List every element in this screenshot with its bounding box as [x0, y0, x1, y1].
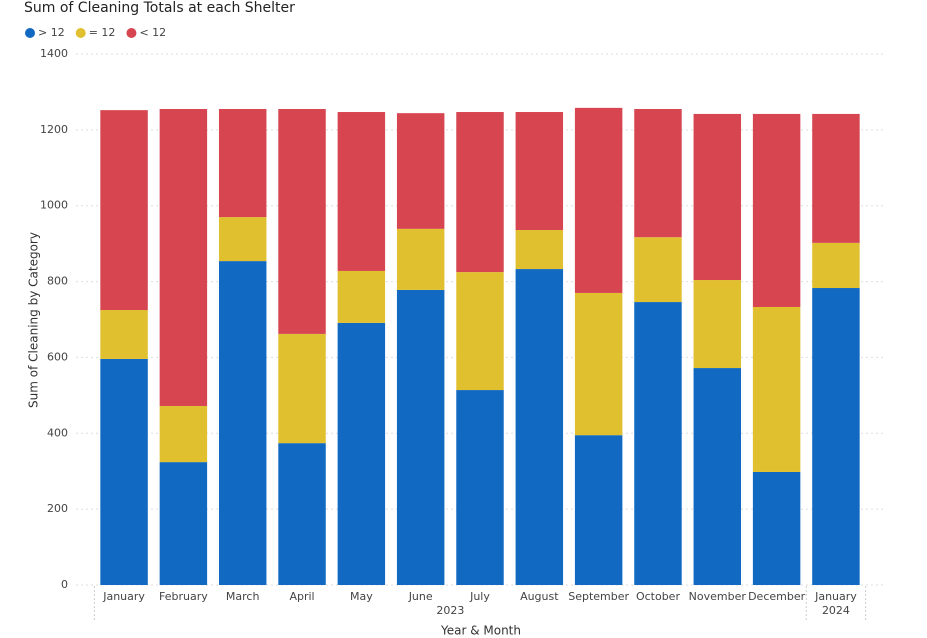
x-tick-label: January — [814, 590, 857, 603]
bar-segment — [159, 108, 208, 406]
legend-marker — [75, 28, 86, 38]
bar-segment — [693, 368, 742, 585]
y-axis-title: Sum of Cleaning by Category — [27, 232, 41, 408]
x-tick-label: September — [568, 590, 629, 603]
bar-segment — [812, 288, 860, 585]
bar-segment — [100, 310, 148, 359]
bar-segment — [337, 270, 386, 323]
x-tick-label: June — [408, 590, 433, 603]
bar-segment — [515, 269, 564, 585]
legend-label: < 12 — [139, 26, 166, 39]
y-tick-label: 1200 — [40, 123, 68, 136]
bar-segment — [159, 462, 208, 585]
chart-title: Sum of Cleaning Totals at each Shelter — [24, 0, 295, 16]
bar-segment — [634, 302, 682, 585]
bar-segment — [456, 112, 504, 273]
bar-segment — [752, 471, 801, 585]
y-tick-label: 1000 — [40, 199, 68, 212]
y-tick-label: 800 — [47, 275, 68, 288]
bar-segment — [456, 390, 504, 585]
bar-segment — [100, 110, 148, 311]
bar-segment — [693, 280, 742, 369]
x-tick-label: October — [636, 590, 680, 603]
bar-segment — [574, 107, 623, 293]
bar-segment — [218, 217, 267, 262]
bar-segment — [159, 405, 208, 463]
bar-segment — [218, 108, 267, 218]
x-tick-label: July — [469, 590, 490, 603]
bar-segment — [278, 108, 326, 334]
x-tick-label: March — [226, 590, 260, 603]
y-tick-label: 200 — [47, 502, 68, 515]
x-tick-label: February — [159, 590, 208, 603]
bar-segment — [278, 333, 326, 444]
bar-segment — [396, 113, 445, 229]
bar-segment — [456, 272, 504, 391]
bar-segment — [396, 289, 445, 585]
y-tick-label: 1400 — [40, 47, 68, 60]
bar-segment — [278, 443, 326, 585]
y-tick-label: 400 — [47, 426, 68, 439]
x-tick-label: May — [350, 590, 373, 603]
bar-segment — [100, 358, 148, 585]
bar-segment — [812, 113, 860, 243]
x-group-label: 2024 — [822, 604, 850, 617]
x-tick-label: January — [102, 590, 145, 603]
bar-segment — [218, 261, 267, 585]
legend-marker — [25, 28, 35, 38]
bar-segment — [634, 237, 682, 303]
bar-segment — [337, 112, 386, 271]
y-tick-label: 600 — [47, 350, 68, 363]
x-group-label: 2023 — [436, 604, 464, 617]
bar-segment — [752, 113, 801, 307]
bar-segment — [515, 112, 564, 230]
x-tick-label: April — [289, 590, 314, 603]
x-axis-title: Year & Month — [440, 624, 521, 638]
bar-segment — [337, 322, 386, 585]
bar-segment — [515, 229, 564, 270]
bar-segment — [574, 435, 623, 585]
bar-segment — [634, 108, 682, 238]
legend-label: > 12 — [38, 26, 65, 39]
x-tick-label: November — [689, 590, 747, 603]
legend-label: = 12 — [89, 26, 116, 39]
x-tick-label: August — [520, 590, 559, 603]
bar-segment — [574, 292, 623, 436]
bar-segment — [752, 306, 801, 472]
x-tick-label: December — [748, 590, 806, 603]
legend-marker — [126, 28, 137, 38]
bar-segment — [396, 228, 445, 290]
bar-segment — [693, 113, 742, 281]
bar-segment — [812, 242, 860, 289]
y-tick-label: 0 — [61, 578, 68, 591]
